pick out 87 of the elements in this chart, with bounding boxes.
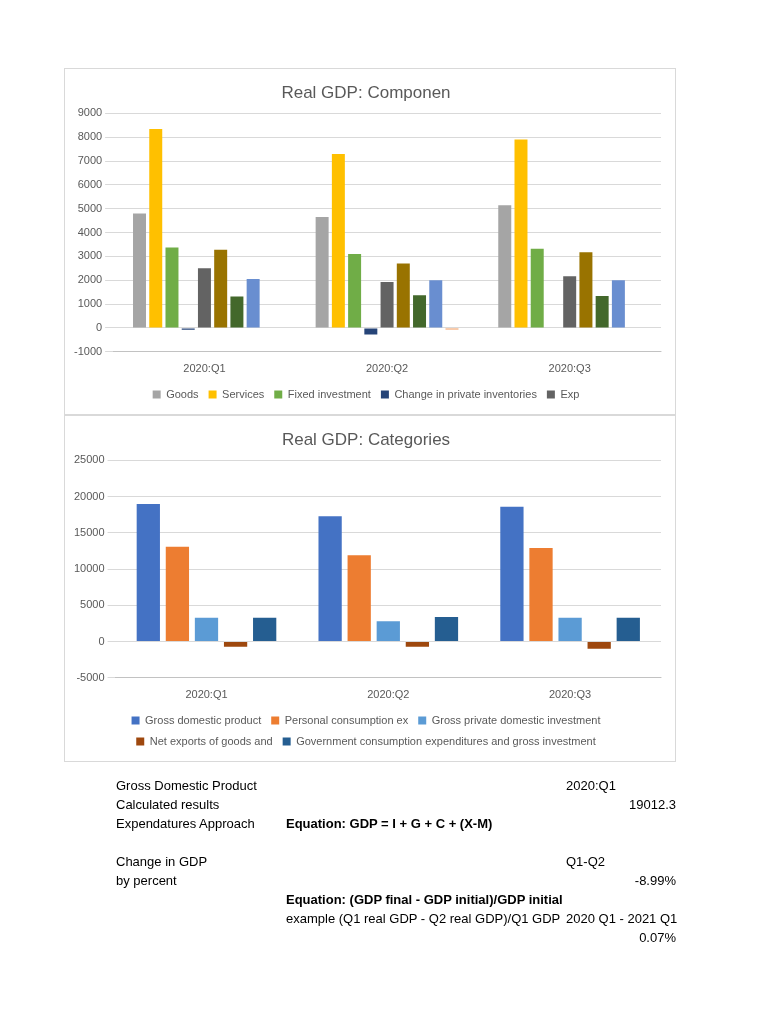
text: example (Q1 real GDP - Q2 real GDP)/Q1 GDP <box>286 911 562 928</box>
bar <box>165 247 179 328</box>
bar <box>413 295 427 328</box>
x-tick-label: 2020:Q1 <box>185 688 228 701</box>
y-tick-label: 15000 <box>73 525 105 538</box>
y-tick-label: 0 <box>96 320 103 333</box>
bar <box>223 642 248 647</box>
bar <box>396 263 410 328</box>
legend-label: Personal consumption ex <box>284 713 409 726</box>
bar <box>318 516 342 642</box>
text: by percent <box>116 873 178 890</box>
chart-title: Real GDP: Componen <box>281 82 451 102</box>
y-tick-label: 5000 <box>77 201 103 214</box>
text: Expendatures Approach <box>116 816 256 833</box>
bar <box>133 213 147 328</box>
bar <box>616 617 640 642</box>
text: Calculated results <box>116 797 221 814</box>
chart-title: Real GDP: Categories <box>281 429 451 449</box>
x-tick-label: 2020:Q3 <box>548 362 591 375</box>
legend-label: Gross domestic product <box>145 713 262 726</box>
x-tick-label: 2020:Q2 <box>365 362 409 375</box>
text: Change in GDP <box>116 854 209 871</box>
y-tick-label: 8000 <box>77 130 103 143</box>
bar <box>348 254 362 328</box>
y-tick-label: 20000 <box>73 489 105 502</box>
bar <box>529 548 553 642</box>
bar <box>595 296 609 328</box>
bar <box>214 249 228 328</box>
bar <box>558 617 582 642</box>
y-tick-label: -5000 <box>76 670 105 683</box>
text: 2020 Q1 - 2021 Q1 <box>566 911 678 928</box>
bar <box>197 268 211 328</box>
y-tick-label: -1000 <box>73 344 103 357</box>
bar <box>315 217 329 328</box>
bar <box>376 621 400 642</box>
bar <box>230 296 244 328</box>
text: Equation: (GDP final - GDP initial)/GDP initial <box>286 892 564 909</box>
bar <box>149 128 163 328</box>
text: Q1-Q2 <box>566 854 606 871</box>
text: 0.07% <box>638 930 676 947</box>
bar <box>136 503 160 642</box>
y-tick-label: 25000 <box>73 453 105 466</box>
text: Gross Domestic Product <box>116 778 258 795</box>
text: 19012.3 <box>628 797 676 814</box>
bar <box>380 281 394 328</box>
bar <box>347 555 371 642</box>
bar <box>364 328 378 335</box>
bar <box>246 279 260 328</box>
bar <box>331 153 345 328</box>
y-tick-label: 3000 <box>77 249 103 262</box>
x-tick-label: 2020:Q1 <box>183 362 226 375</box>
bar <box>563 276 577 328</box>
y-tick-label: 6000 <box>77 177 103 190</box>
bar <box>194 617 219 642</box>
bar <box>611 280 625 328</box>
x-tick-label: 2020:Q2 <box>367 688 410 701</box>
legend-label: Gross private domestic investment <box>431 713 601 726</box>
text: -8.99% <box>633 873 676 890</box>
y-tick-label: 9000 <box>77 106 103 119</box>
y-tick-label: 10000 <box>73 562 105 575</box>
legend-label: Government consumption expenditures and gross investment <box>296 734 596 747</box>
x-tick-label: 2020:Q3 <box>549 688 592 701</box>
y-tick-label: 1000 <box>77 297 103 310</box>
bar <box>405 642 430 647</box>
y-tick-label: 4000 <box>77 225 103 238</box>
legend-label: Services <box>222 387 265 400</box>
legend-label: Fixed investment <box>287 387 371 400</box>
legend-label: Change in private inventories <box>394 387 538 400</box>
bar <box>530 248 544 328</box>
bar <box>587 642 611 649</box>
y-tick-label: 0 <box>98 634 105 647</box>
legend-label: Goods <box>166 387 200 400</box>
bar <box>514 139 528 328</box>
y-tick-label: 2000 <box>77 273 103 286</box>
legend-label: Net exports of goods and <box>149 734 273 747</box>
bar <box>434 616 459 642</box>
y-tick-label: 7000 <box>77 154 103 167</box>
bar <box>498 205 512 328</box>
legend-label: Exp <box>560 387 580 400</box>
text: 2020:Q1 <box>566 778 617 795</box>
bar <box>165 546 190 642</box>
text: Equation: GDP = I + G + C + (X-M) <box>286 816 494 833</box>
bar <box>579 252 593 328</box>
bar <box>253 617 277 642</box>
y-tick-label: 5000 <box>80 598 105 611</box>
bar <box>429 280 443 328</box>
bar <box>500 506 524 642</box>
